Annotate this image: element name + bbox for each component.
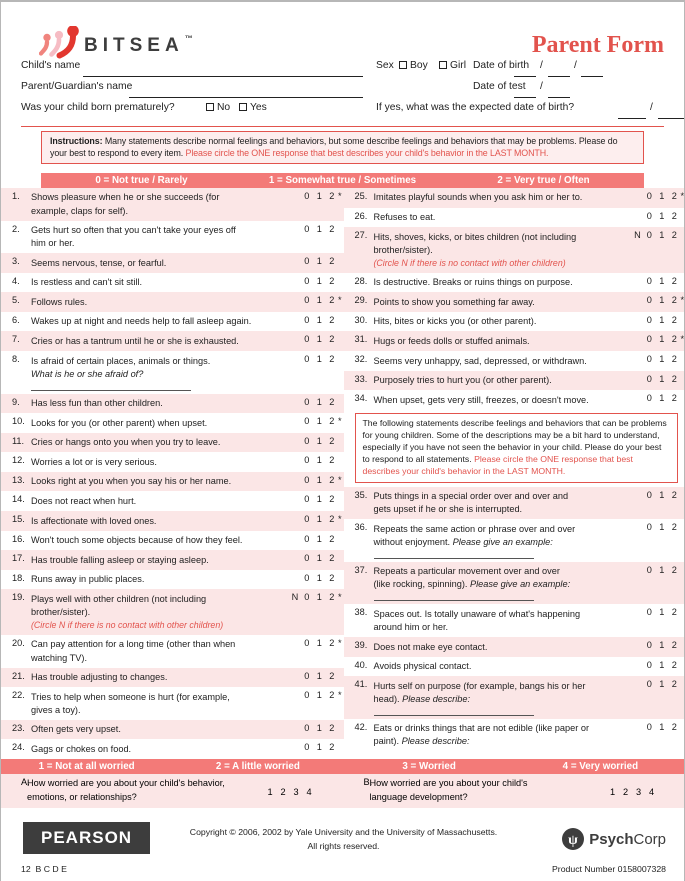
svg-text:ψ: ψ: [568, 833, 578, 848]
